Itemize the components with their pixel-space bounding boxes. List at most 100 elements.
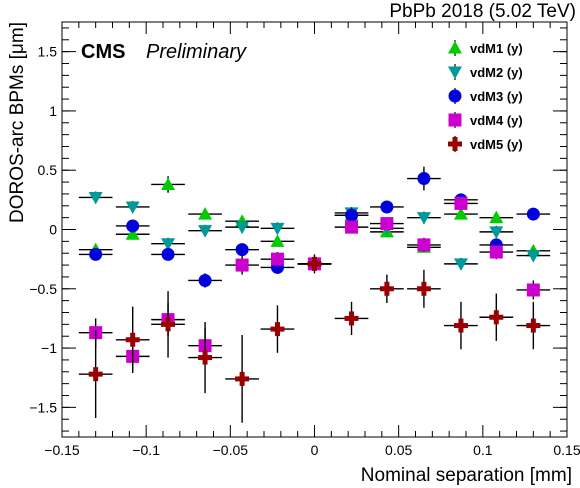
- point-marker: [453, 318, 468, 333]
- y-tick-label: 0: [49, 222, 57, 238]
- marker-shape: [130, 332, 136, 347]
- marker-shape: [454, 196, 468, 210]
- point-marker: [198, 350, 213, 365]
- point-marker: [526, 283, 540, 297]
- point-marker: [417, 238, 431, 252]
- point-marker: [198, 225, 213, 238]
- legend-marker: [448, 66, 462, 79]
- point-marker: [416, 212, 431, 225]
- data-point: [479, 293, 514, 341]
- data-point: [151, 291, 185, 358]
- marker-shape: [489, 245, 503, 259]
- data-series: [78, 166, 551, 423]
- legend-label: vdM2 (y): [470, 65, 523, 80]
- marker-shape: [416, 212, 431, 225]
- data-point: [115, 219, 150, 233]
- legend-entry: vdM3 (y): [448, 88, 523, 104]
- marker-shape: [239, 371, 245, 386]
- marker-shape: [126, 219, 140, 233]
- data-point: [225, 243, 259, 257]
- marker-shape: [198, 207, 213, 220]
- marker-shape: [270, 222, 285, 236]
- marker-shape: [235, 243, 249, 257]
- point-marker: [270, 252, 284, 266]
- legend-entry: vdM1 (y): [448, 40, 523, 56]
- marker-shape: [380, 217, 394, 231]
- data-point: [151, 237, 185, 251]
- point-marker: [454, 196, 468, 210]
- data-point: [225, 255, 259, 275]
- marker-shape: [125, 227, 140, 240]
- point-marker: [161, 238, 176, 251]
- data-point: [115, 306, 150, 373]
- point-marker: [489, 245, 503, 259]
- point-marker: [235, 221, 250, 235]
- legend-marker: [448, 113, 462, 127]
- point-marker: [379, 281, 394, 296]
- point-marker: [161, 177, 176, 190]
- point-marker: [453, 207, 468, 220]
- point-marker: [416, 281, 431, 296]
- data-point: [260, 252, 295, 267]
- point-marker: [198, 273, 212, 287]
- point-marker: [161, 247, 175, 261]
- point-marker: [125, 201, 140, 214]
- point-marker: [126, 219, 140, 233]
- legend-marker: [448, 137, 462, 151]
- legend: vdM1 (y) vdM2 (y) vdM3 (y) vdM4 (y) vdM5 (y): [448, 40, 523, 152]
- data-point: [444, 257, 478, 271]
- data-point: [479, 210, 514, 224]
- marker-shape: [489, 210, 504, 224]
- point-marker: [380, 200, 394, 214]
- marker-shape: [453, 207, 468, 220]
- marker-shape: [345, 208, 359, 222]
- marker-shape: [270, 252, 284, 266]
- data-point: [407, 211, 441, 225]
- data-point: [188, 321, 222, 394]
- data-point: [444, 301, 478, 350]
- marker-shape: [270, 234, 285, 247]
- status-label: Preliminary: [146, 41, 247, 63]
- marker-shape: [198, 273, 212, 287]
- data-point: [516, 301, 551, 350]
- marker-shape: [161, 247, 175, 261]
- point-marker: [489, 226, 504, 239]
- marker-shape: [93, 367, 99, 382]
- axes: −0.15 −0.1 −0.05 0 0.05 0.1 0.15 −1.5 −1 −0.5 0 0.5…: [29, 22, 580, 458]
- marker-shape: [235, 258, 249, 272]
- data-point: [334, 301, 369, 336]
- data-point: [516, 249, 551, 263]
- marker-shape: [421, 281, 427, 296]
- point-marker: [125, 332, 140, 347]
- data-point: [260, 234, 295, 247]
- marker-shape: [489, 226, 504, 239]
- point-marker: [526, 318, 541, 333]
- marker-shape: [448, 41, 462, 54]
- marker-shape: [202, 350, 208, 365]
- x-tick-label: −0.05: [213, 442, 249, 458]
- point-marker: [198, 207, 213, 220]
- marker-shape: [125, 201, 140, 214]
- point-marker: [526, 207, 540, 221]
- marker-shape: [274, 322, 280, 337]
- data-point: [297, 254, 332, 274]
- y-tick-label: −0.5: [29, 281, 57, 297]
- marker-shape: [89, 247, 103, 261]
- data-point: [225, 221, 259, 235]
- marker-shape: [161, 177, 176, 190]
- point-marker: [344, 311, 359, 326]
- point-marker: [125, 227, 140, 240]
- data-point: [78, 330, 113, 419]
- point-marker: [235, 243, 249, 257]
- marker-shape: [345, 220, 359, 234]
- data-point: [407, 269, 441, 308]
- point-marker: [88, 191, 103, 205]
- marker-shape: [530, 318, 536, 333]
- marker-shape: [417, 172, 431, 186]
- point-marker: [89, 247, 103, 261]
- point-marker: [380, 217, 394, 231]
- x-tick-label: 0: [311, 442, 319, 458]
- y-tick-label: −1: [41, 340, 57, 356]
- marker-shape: [526, 250, 541, 263]
